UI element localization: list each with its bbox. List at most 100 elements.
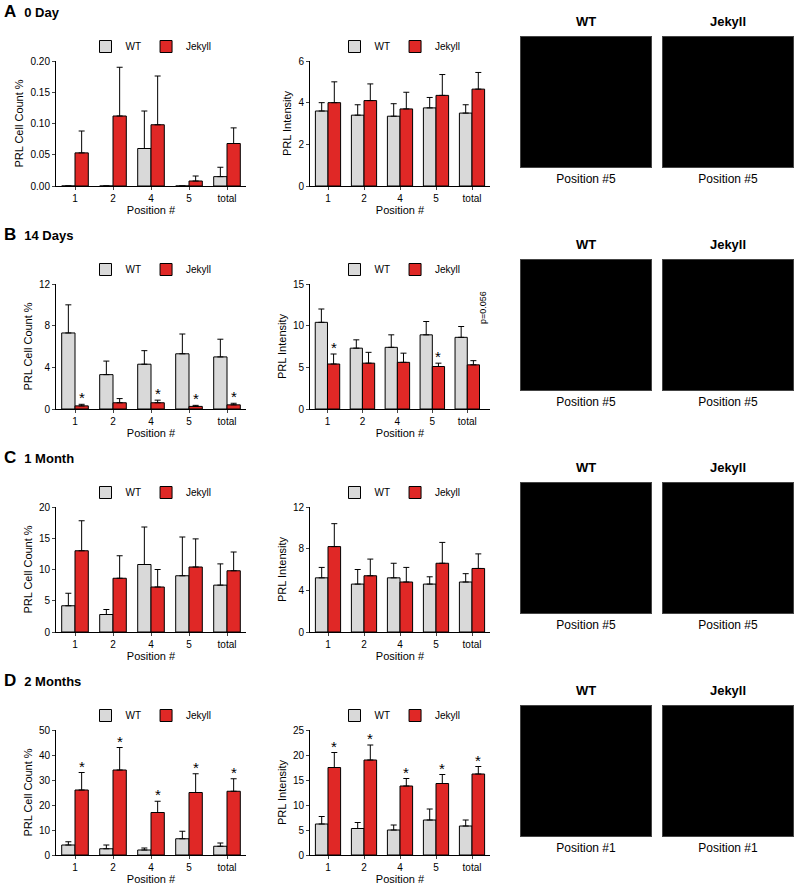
svg-text:20: 20 [39, 502, 51, 513]
svg-text:1: 1 [72, 193, 78, 204]
svg-text:2: 2 [110, 193, 116, 204]
svg-text:0: 0 [298, 850, 304, 861]
svg-text:*: * [155, 786, 161, 803]
svg-text:2: 2 [110, 416, 116, 427]
svg-text:Jekyll: Jekyll [186, 41, 211, 52]
svg-text:25: 25 [293, 725, 305, 736]
svg-text:5: 5 [433, 862, 439, 873]
svg-text:Position #: Position # [127, 204, 176, 216]
svg-text:*: * [331, 738, 337, 755]
svg-text:50: 50 [39, 725, 51, 736]
svg-text:total: total [458, 416, 477, 427]
svg-text:1: 1 [325, 416, 331, 427]
svg-text:WT: WT [375, 487, 391, 498]
svg-text:10: 10 [39, 825, 51, 836]
svg-text:2: 2 [361, 193, 367, 204]
svg-text:12: 12 [39, 279, 51, 290]
svg-text:PRL Intensity: PRL Intensity [276, 759, 288, 825]
svg-text:PRL Cell Count %: PRL Cell Count % [22, 748, 34, 836]
svg-text:Jekyll: Jekyll [186, 487, 211, 498]
svg-text:1: 1 [325, 193, 331, 204]
svg-text:*: * [231, 388, 237, 405]
svg-text:4: 4 [44, 362, 50, 373]
svg-text:20: 20 [293, 750, 305, 761]
svg-text:30: 30 [39, 775, 51, 786]
svg-text:1: 1 [325, 639, 331, 650]
svg-text:*: * [193, 390, 199, 407]
svg-text:WT: WT [375, 41, 391, 52]
svg-text:2: 2 [360, 416, 366, 427]
svg-text:8: 8 [298, 543, 304, 554]
svg-text:10: 10 [293, 800, 305, 811]
svg-text:Position #: Position # [127, 873, 176, 885]
svg-text:*: * [403, 764, 409, 781]
svg-text:Jekyll: Jekyll [435, 487, 460, 498]
svg-text:Jekyll: Jekyll [186, 710, 211, 721]
svg-text:0.20: 0.20 [31, 56, 51, 67]
svg-text:0.00: 0.00 [31, 181, 51, 192]
svg-text:WT: WT [126, 264, 142, 275]
svg-text:*: * [231, 764, 237, 781]
svg-text:1: 1 [72, 862, 78, 873]
svg-text:Jekyll: Jekyll [435, 710, 460, 721]
svg-text:20: 20 [39, 800, 51, 811]
svg-text:1: 1 [72, 639, 78, 650]
svg-text:*: * [367, 730, 373, 747]
svg-text:4: 4 [148, 193, 154, 204]
svg-text:5: 5 [44, 595, 50, 606]
svg-text:0.10: 0.10 [31, 118, 51, 129]
svg-text:Position #: Position # [127, 650, 176, 662]
svg-text:PRL Cell Count %: PRL Cell Count % [13, 79, 25, 167]
svg-text:Jekyll: Jekyll [435, 41, 460, 52]
svg-text:2: 2 [298, 139, 304, 150]
svg-text:*: * [435, 348, 441, 365]
svg-text:*: * [475, 752, 481, 769]
svg-text:4: 4 [148, 639, 154, 650]
svg-text:5: 5 [186, 416, 192, 427]
svg-text:PRL Cell Count %: PRL Cell Count % [22, 302, 34, 390]
svg-text:15: 15 [39, 533, 51, 544]
svg-text:6: 6 [298, 56, 304, 67]
svg-text:WT: WT [375, 264, 391, 275]
svg-text:total: total [463, 862, 482, 873]
svg-text:4: 4 [397, 862, 403, 873]
svg-text:10: 10 [39, 564, 51, 575]
svg-text:PRL Cell Count %: PRL Cell Count % [22, 525, 34, 613]
svg-text:total: total [218, 862, 237, 873]
svg-text:0: 0 [298, 404, 304, 415]
svg-text:1: 1 [325, 862, 331, 873]
svg-text:p=0.056: p=0.056 [478, 291, 488, 324]
svg-text:WT: WT [126, 41, 142, 52]
svg-text:*: * [439, 760, 445, 777]
svg-text:WT: WT [375, 710, 391, 721]
svg-text:Position #: Position # [376, 650, 425, 662]
svg-text:0: 0 [44, 850, 50, 861]
svg-text:40: 40 [39, 750, 51, 761]
svg-text:0: 0 [44, 404, 50, 415]
svg-text:0: 0 [298, 627, 304, 638]
svg-text:4: 4 [298, 585, 304, 596]
svg-text:8: 8 [44, 320, 50, 331]
svg-text:total: total [218, 193, 237, 204]
svg-text:total: total [463, 639, 482, 650]
svg-text:total: total [218, 416, 237, 427]
svg-text:0.05: 0.05 [31, 149, 51, 160]
svg-text:5: 5 [298, 362, 304, 373]
svg-text:*: * [117, 733, 123, 750]
svg-text:4: 4 [397, 193, 403, 204]
svg-text:5: 5 [433, 639, 439, 650]
svg-text:PRL Intensity: PRL Intensity [276, 313, 288, 379]
svg-text:5: 5 [186, 193, 192, 204]
svg-text:5: 5 [186, 862, 192, 873]
svg-text:4: 4 [148, 416, 154, 427]
svg-text:5: 5 [433, 193, 439, 204]
svg-text:15: 15 [293, 279, 305, 290]
svg-text:0: 0 [44, 627, 50, 638]
svg-text:4: 4 [397, 639, 403, 650]
svg-text:4: 4 [148, 862, 154, 873]
svg-text:WT: WT [126, 710, 142, 721]
svg-text:2: 2 [361, 639, 367, 650]
svg-text:*: * [193, 759, 199, 776]
svg-text:total: total [463, 193, 482, 204]
svg-text:Position #: Position # [127, 427, 176, 439]
